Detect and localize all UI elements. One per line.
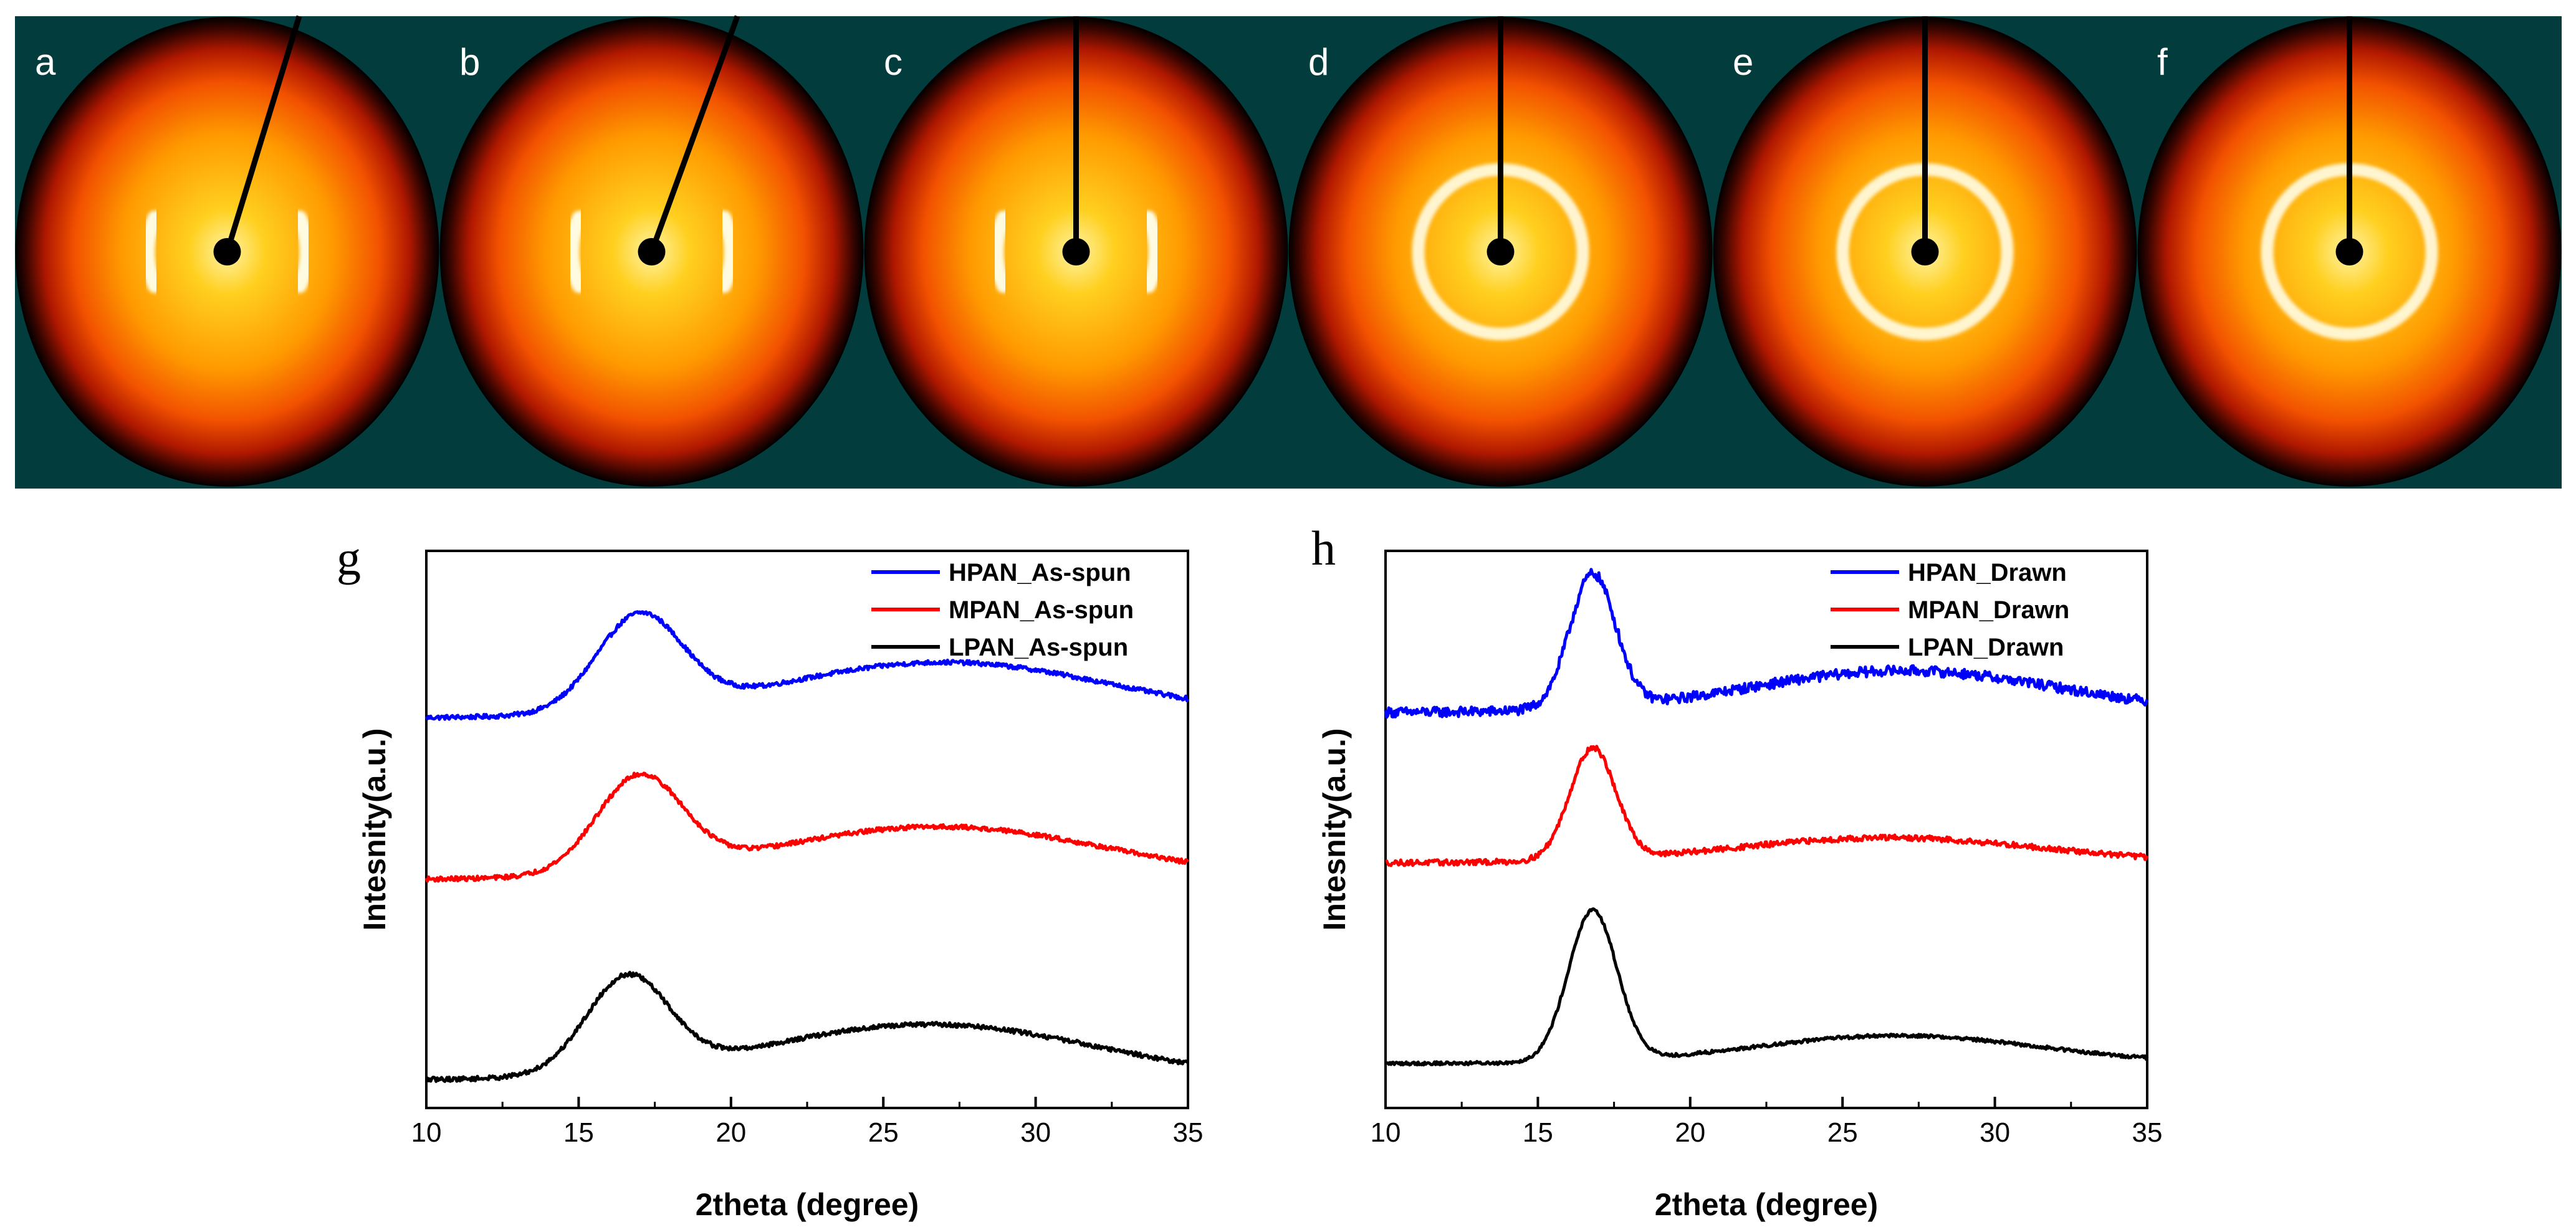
legend-label: MPAN_As-spun (949, 596, 1134, 624)
diffraction-panel-d: d (1288, 16, 1713, 487)
diffraction-panel-b: b (439, 15, 864, 487)
chart-g: g 10 15 20 25 30 35 HPAN_As-spun MPAN_As-spun L… (337, 531, 1203, 1222)
diffraction-panel-c: c (864, 16, 1288, 487)
beam-stop-rod (649, 15, 740, 253)
x-tick-label: 20 (1675, 1117, 1705, 1148)
x-tick-label: 15 (563, 1117, 594, 1148)
series-line-mpan_as-spun (424, 771, 1190, 883)
diffraction-pattern-strip: a b c d e f (15, 15, 2562, 489)
chart-g-xlabel: 2theta (degree) (696, 1187, 919, 1222)
x-tick-label: 35 (1173, 1117, 1204, 1148)
x-tick-label: 30 (1980, 1117, 2010, 1148)
diffraction-arc-left (564, 210, 587, 294)
series-line-lpan_drawn (1384, 907, 2149, 1067)
legend-label: MPAN_Drawn (1908, 596, 2069, 624)
panel-letter-b: b (459, 41, 480, 83)
series-line-hpan_drawn (1384, 568, 2149, 719)
panel-letter-a: a (35, 41, 56, 83)
x-tick-label: 25 (1827, 1117, 1858, 1148)
diffraction-arc-left (989, 210, 1012, 294)
x-tick-label: 15 (1523, 1117, 1553, 1148)
diffraction-arc-left (140, 210, 163, 294)
beam-stop (1062, 238, 1090, 265)
pattern-background (15, 16, 2562, 489)
diffraction-arc-right (292, 210, 315, 294)
legend-label: LPAN_Drawn (1908, 634, 2064, 661)
beam-stop (638, 238, 666, 265)
beam-stop (1911, 238, 1939, 265)
chart-g-letter: g (337, 531, 361, 585)
beam-stop (2335, 238, 2363, 265)
beam-stop (213, 238, 241, 265)
series-line-mpan_drawn (1385, 745, 2149, 867)
chart-h-letter: h (1311, 521, 1336, 575)
panel-letter-d: d (1308, 41, 1329, 83)
chart-h: h 10 15 20 25 30 35 HPAN_Drawn MPAN_Drawn LPAN_… (1311, 521, 2162, 1222)
beam-stop (1487, 238, 1515, 265)
x-tick-label: 35 (2132, 1117, 2163, 1148)
legend-label: HPAN_As-spun (949, 559, 1131, 586)
x-tick-label: 25 (868, 1117, 899, 1148)
beam-stop-rod (224, 15, 302, 253)
diffraction-arc-right (1141, 210, 1164, 294)
x-tick-label: 10 (411, 1117, 442, 1148)
diffraction-panel-e: e (1713, 16, 2137, 487)
chart-g-ylabel: Intesnity(a.u.) (357, 728, 392, 930)
diffraction-panel-a: a (15, 15, 439, 487)
series-line-hpan_as-spun (424, 610, 1190, 721)
series-line-lpan_as-spun (426, 970, 1189, 1083)
panel-letter-f: f (2157, 41, 2168, 83)
x-tick-label: 20 (716, 1117, 746, 1148)
x-tick-label: 30 (1020, 1117, 1051, 1148)
chart-h-ylabel: Intesnity(a.u.) (1317, 728, 1352, 930)
diffraction-arc-right (716, 210, 739, 294)
chart-h-xlabel: 2theta (degree) (1655, 1187, 1878, 1222)
legend-label: LPAN_As-spun (949, 634, 1128, 661)
panel-letter-c: c (884, 41, 903, 83)
diffraction-panel-f: f (2137, 16, 2562, 487)
legend-label: HPAN_Drawn (1908, 559, 2067, 586)
x-tick-label: 10 (1371, 1117, 1401, 1148)
panel-letter-e: e (1733, 41, 1753, 83)
